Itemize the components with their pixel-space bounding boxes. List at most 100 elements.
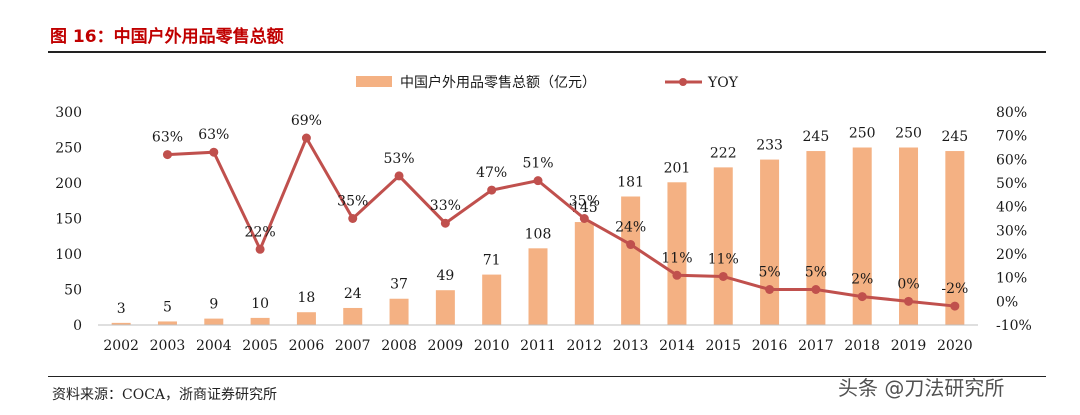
yoy-data-label: 69% (291, 113, 322, 129)
right-tick-label: 30% (996, 223, 1027, 239)
bar-data-label: 250 (849, 126, 876, 142)
yoy-data-label: 5% (758, 265, 780, 281)
bar (389, 298, 409, 325)
yoy-data-label: 51% (522, 156, 553, 172)
left-tick-label: 200 (55, 176, 82, 192)
bar-data-label: 245 (941, 129, 968, 145)
right-tick-label: 10% (996, 271, 1027, 287)
left-tick-label: 300 (55, 105, 82, 121)
right-axis: -10% 0% 10% 20% 30% 40% 50% 60% 70% 80% (996, 105, 1032, 334)
bar-data-label: 222 (710, 145, 737, 161)
yoy-point (950, 301, 960, 311)
x-tick-label: 2016 (752, 338, 788, 354)
bar-data-label: 245 (803, 129, 830, 145)
yoy-data-label: 35% (337, 194, 368, 210)
x-tick-label: 2002 (103, 338, 139, 354)
bar (806, 151, 826, 325)
yoy-point (162, 150, 172, 160)
bar (899, 147, 919, 325)
legend-line-label: YOY (707, 75, 739, 91)
bar-data-label: 18 (298, 290, 316, 306)
yoy-point (394, 171, 404, 181)
yoy-data-labels: 63% 63% 22% 69% 35% 53% 33% 47% 51% 35% 24% 11% 11% 5… (152, 113, 968, 297)
yoy-point (301, 133, 311, 143)
yoy-point (440, 218, 450, 228)
legend: 中国户外用品零售总额（亿元） YOY (356, 74, 739, 91)
bottom-rule (48, 376, 1046, 377)
x-tick-label: 2010 (474, 338, 510, 354)
x-tick-label: 2006 (289, 338, 325, 354)
yoy-point (579, 214, 589, 223)
bar-data-label: 49 (436, 268, 454, 284)
legend-line-marker (679, 78, 687, 86)
yoy-data-label: 24% (615, 220, 646, 236)
bar-data-label: 3 (117, 301, 126, 317)
bar-data-label: 37 (390, 277, 408, 293)
yoy-data-label: 11% (708, 251, 739, 267)
x-tick-label: 2019 (891, 338, 927, 354)
left-tick-label: 150 (55, 212, 82, 228)
yoy-point (811, 285, 821, 294)
right-tick-label: 20% (996, 247, 1027, 263)
bar (945, 151, 965, 325)
yoy-point (487, 185, 497, 195)
bar-data-label: 9 (209, 297, 218, 313)
yoy-data-label: -2% (941, 281, 968, 297)
bar (250, 317, 270, 325)
left-tick-label: 250 (55, 141, 82, 157)
yoy-line (167, 134, 955, 308)
x-tick-label: 2013 (613, 338, 649, 354)
yoy-data-label: 11% (661, 250, 692, 266)
yoy-point (718, 271, 728, 281)
bar (111, 322, 131, 325)
x-tick-label: 2012 (566, 338, 602, 354)
bar (204, 318, 224, 325)
right-tick-label: 80% (996, 105, 1027, 121)
bar (574, 222, 594, 325)
yoy-series (162, 133, 960, 311)
bar-data-label: 10 (251, 296, 269, 312)
yoy-point (626, 240, 636, 250)
right-tick-label: 50% (996, 176, 1027, 192)
legend-bar-swatch (356, 76, 392, 87)
bar (482, 274, 502, 325)
yoy-point (765, 285, 775, 294)
right-tick-label: 40% (996, 200, 1027, 216)
x-tick-label: 2015 (705, 338, 741, 354)
yoy-data-label: 22% (245, 224, 276, 240)
bar (435, 290, 455, 325)
x-tick-label: 2004 (196, 338, 232, 354)
x-tick-label: 2017 (798, 338, 834, 354)
left-axis: 0 50 100 150 200 250 300 (55, 105, 82, 334)
yoy-data-label: 63% (198, 127, 229, 143)
yoy-point (672, 270, 682, 280)
figure-title: 图 16：中国户外用品零售总额 (50, 27, 284, 47)
yoy-data-label: 2% (851, 272, 873, 288)
x-axis-ticks: 2002 2003 2004 2005 2006 2007 2008 2009 2010 2011… (103, 338, 972, 354)
bar (852, 147, 872, 325)
x-tick-label: 2018 (844, 338, 880, 354)
yoy-data-label: 47% (476, 165, 507, 181)
bar (528, 248, 548, 325)
bar-data-label: 108 (525, 226, 552, 242)
left-tick-label: 100 (55, 247, 82, 263)
yoy-point (255, 244, 265, 254)
yoy-point (348, 214, 358, 223)
legend-bar-label: 中国户外用品零售总额（亿元） (400, 74, 596, 91)
yoy-point (533, 176, 543, 186)
bar-data-label: 201 (664, 160, 691, 176)
bar (621, 196, 641, 325)
yoy-point (209, 147, 219, 157)
yoy-data-label: 53% (383, 151, 414, 167)
right-tick-label: 0% (996, 294, 1018, 310)
yoy-point (857, 292, 867, 302)
left-tick-label: 50 (64, 283, 82, 299)
right-tick-label: -10% (996, 318, 1032, 334)
bar (667, 182, 687, 325)
x-tick-label: 2005 (242, 338, 278, 354)
x-tick-label: 2009 (428, 338, 464, 354)
right-tick-label: 70% (996, 129, 1027, 145)
bar-data-label: 181 (617, 174, 644, 190)
bar-data-label: 71 (483, 253, 501, 269)
